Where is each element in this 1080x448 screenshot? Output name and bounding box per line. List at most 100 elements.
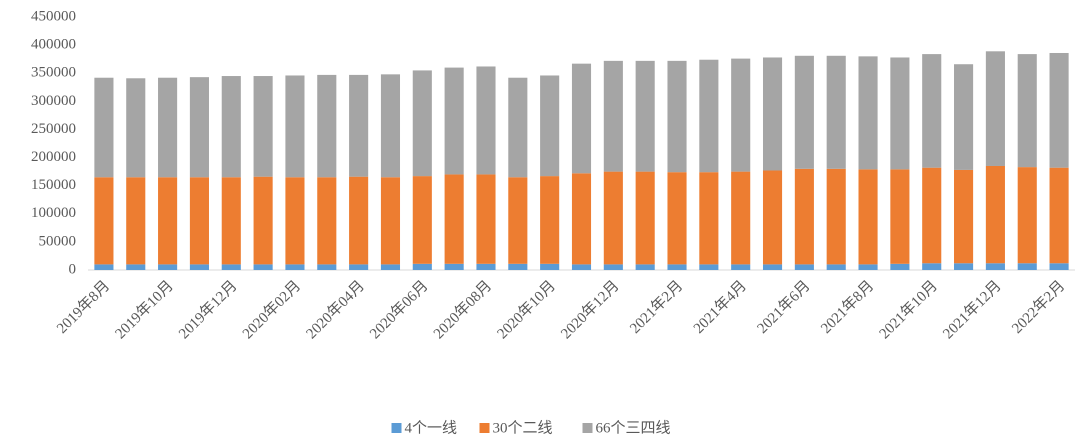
bar-segment bbox=[540, 263, 560, 270]
bar-segment bbox=[954, 64, 974, 170]
bar-segment bbox=[349, 74, 369, 177]
x-tick-label: 2021年10月 bbox=[876, 277, 941, 342]
bar-segment bbox=[221, 177, 241, 265]
bar-segment bbox=[826, 264, 846, 270]
bar-segment bbox=[380, 264, 401, 270]
y-tick-label: 50000 bbox=[39, 233, 77, 249]
bar-segment bbox=[985, 165, 1005, 264]
x-tick-label: 2021年2月 bbox=[627, 277, 687, 337]
bar-segment bbox=[858, 169, 878, 265]
x-tick-label: 2020年02月 bbox=[239, 277, 304, 342]
legend-label: 66个三四线 bbox=[596, 419, 671, 436]
legend-label: 30个二线 bbox=[493, 419, 553, 436]
bar-segment bbox=[253, 76, 273, 177]
bar-segment bbox=[667, 60, 687, 173]
bar-segment bbox=[189, 177, 209, 265]
bar-segment bbox=[158, 264, 178, 270]
x-tick-label: 2019年10月 bbox=[112, 277, 177, 342]
bar-segment bbox=[189, 77, 209, 178]
bar-segment bbox=[635, 264, 655, 270]
bar-segment bbox=[1049, 52, 1069, 168]
bar-segment bbox=[158, 77, 178, 178]
bar-segment bbox=[444, 174, 464, 264]
bar-segment bbox=[571, 63, 592, 174]
bar-segment bbox=[762, 57, 783, 171]
legend-swatch bbox=[391, 423, 402, 433]
bar-segment bbox=[476, 263, 496, 270]
bar-segment bbox=[317, 264, 337, 270]
bar-segment bbox=[285, 75, 305, 178]
bar-segment bbox=[667, 264, 687, 270]
bar-segment bbox=[858, 56, 878, 170]
bar-segment bbox=[508, 263, 528, 270]
bar-segment bbox=[922, 54, 942, 168]
bar-segment bbox=[126, 177, 146, 265]
bar-segment bbox=[954, 263, 974, 270]
bar-segment bbox=[890, 57, 910, 170]
bar-segment bbox=[794, 168, 814, 265]
bar-segment bbox=[412, 263, 432, 270]
bar-segment bbox=[826, 55, 846, 169]
bar-segment bbox=[603, 60, 623, 172]
x-tick-label: 2022年2月 bbox=[1009, 277, 1069, 337]
bar-segment bbox=[380, 177, 401, 265]
x-tick-label: 2020年10月 bbox=[494, 277, 559, 342]
bar-segment bbox=[985, 51, 1005, 166]
bar-segment bbox=[1017, 54, 1037, 168]
bar-segment bbox=[94, 77, 114, 178]
bar-segment bbox=[890, 263, 910, 270]
bar-segment bbox=[540, 176, 560, 264]
x-tick-label: 2020年08月 bbox=[430, 277, 495, 342]
x-tick-label: 2020年06月 bbox=[367, 277, 432, 342]
bar-segment bbox=[253, 264, 273, 270]
bar-segment bbox=[1017, 167, 1037, 264]
bar-segment bbox=[635, 171, 655, 265]
bar-segment bbox=[699, 59, 719, 173]
bar-segment bbox=[317, 74, 337, 178]
bar-segment bbox=[476, 174, 496, 264]
y-tick-label: 200000 bbox=[31, 149, 76, 165]
x-tick-label: 2019年12月 bbox=[175, 277, 240, 342]
bar-segment bbox=[349, 264, 369, 270]
bar-segment bbox=[699, 172, 719, 265]
y-tick-label: 450000 bbox=[31, 8, 76, 24]
bar-segment bbox=[858, 264, 878, 270]
bar-segment bbox=[285, 177, 305, 265]
bar-segment bbox=[126, 264, 146, 270]
legend-label: 4个一线 bbox=[405, 419, 458, 436]
legend-swatch bbox=[582, 423, 593, 433]
bar-segment bbox=[762, 170, 783, 265]
bar-segment bbox=[444, 67, 464, 175]
y-tick-label: 400000 bbox=[31, 37, 76, 53]
bar-segment bbox=[890, 169, 910, 264]
y-tick-label: 150000 bbox=[31, 177, 76, 193]
x-tick-label: 2020年12月 bbox=[558, 277, 623, 342]
bar-segment bbox=[571, 264, 592, 270]
bar-segment bbox=[158, 177, 178, 265]
bar-segment bbox=[667, 172, 687, 265]
x-tick-label: 2021年4月 bbox=[690, 277, 750, 337]
bar-segment bbox=[253, 176, 273, 265]
bar-segment bbox=[508, 77, 528, 178]
bar-segment bbox=[476, 66, 496, 175]
bar-segment bbox=[954, 169, 974, 264]
bar-segment bbox=[826, 168, 846, 265]
bar-segment bbox=[1049, 167, 1069, 264]
bar-segment bbox=[380, 74, 401, 178]
bar-segment bbox=[349, 176, 369, 265]
bar-segment bbox=[1017, 263, 1037, 270]
bar-segment bbox=[731, 58, 751, 172]
bar-segment bbox=[603, 171, 623, 265]
bar-segment bbox=[126, 78, 146, 178]
x-tick-label: 2021年6月 bbox=[754, 277, 814, 337]
bar-segment bbox=[221, 76, 241, 178]
y-tick-label: 300000 bbox=[31, 93, 76, 109]
y-tick-label: 250000 bbox=[31, 121, 76, 137]
y-tick-label: 0 bbox=[69, 261, 77, 277]
bar-segment bbox=[94, 264, 114, 270]
bar-segment bbox=[794, 264, 814, 270]
bar-segment bbox=[285, 264, 305, 270]
bar-segment bbox=[794, 55, 814, 169]
bar-segment bbox=[412, 70, 432, 177]
